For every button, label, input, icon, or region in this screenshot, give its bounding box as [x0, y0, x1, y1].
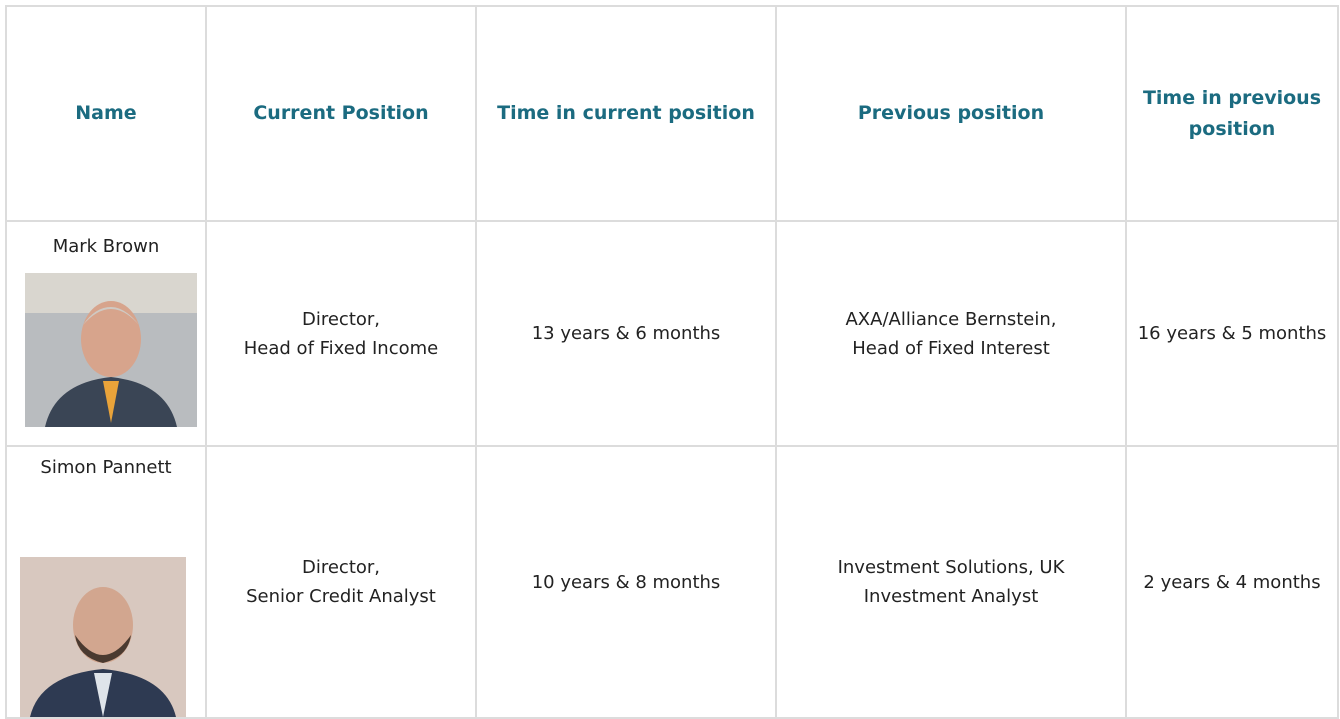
photo — [25, 273, 197, 427]
header-cell: Time in previous position — [1125, 5, 1339, 222]
header-row: Name Current Position Time in current po… — [5, 5, 1339, 222]
cell: Director, Senior Credit Analyst — [205, 445, 477, 719]
person-name: Simon Pannett — [40, 457, 172, 478]
cell: Director, Head of Fixed Income — [205, 220, 477, 447]
text: Investment Solutions, UK — [837, 557, 1065, 578]
text: Head of Fixed Interest — [852, 337, 1050, 359]
header-cell: Current Position — [205, 5, 477, 222]
person-name: Mark Brown — [52, 236, 160, 257]
cell: Investment Solutions, UK Investment Analy… — [775, 445, 1127, 719]
name-cell: Mark Brown — [5, 220, 207, 447]
cell: 13 years & 6 months — [475, 220, 777, 447]
cell: 2 years & 4 months — [1125, 445, 1339, 719]
cell: 16 years & 5 months — [1125, 220, 1339, 447]
name-cell: Simon Pannett — [5, 445, 207, 719]
page: Name Current Position Time in current po… — [5, 5, 1339, 719]
text: 2 years & 4 months — [1143, 571, 1321, 593]
text: Senior Credit Analyst — [246, 586, 436, 607]
text: 13 years & 6 months — [531, 323, 721, 344]
text: 10 years & 8 months — [531, 571, 721, 593]
text: 16 years & 5 months — [1137, 323, 1327, 344]
text: Investment Analyst — [863, 586, 1039, 607]
photo — [20, 557, 186, 716]
text: Head of Fixed Income — [243, 337, 439, 359]
header-cell: Time in current position — [475, 5, 777, 222]
cell: 10 years & 8 months — [475, 445, 777, 719]
text: Director, — [301, 308, 381, 330]
text: AXA/Alliance Bernstein, — [845, 308, 1057, 330]
text: Director, — [301, 557, 381, 578]
team-table: Name Current Position Time in current po… — [5, 5, 1339, 719]
row: Simon Pannett Director, Senior Credit Ana… — [5, 445, 1339, 719]
header-cell: Name — [5, 5, 207, 222]
row: Mark Brown Director, Head of Fixed Income… — [5, 220, 1339, 447]
cell: AXA/Alliance Bernstein, Head of Fixed Int… — [775, 220, 1127, 447]
header-cell: Previous position — [775, 5, 1127, 222]
